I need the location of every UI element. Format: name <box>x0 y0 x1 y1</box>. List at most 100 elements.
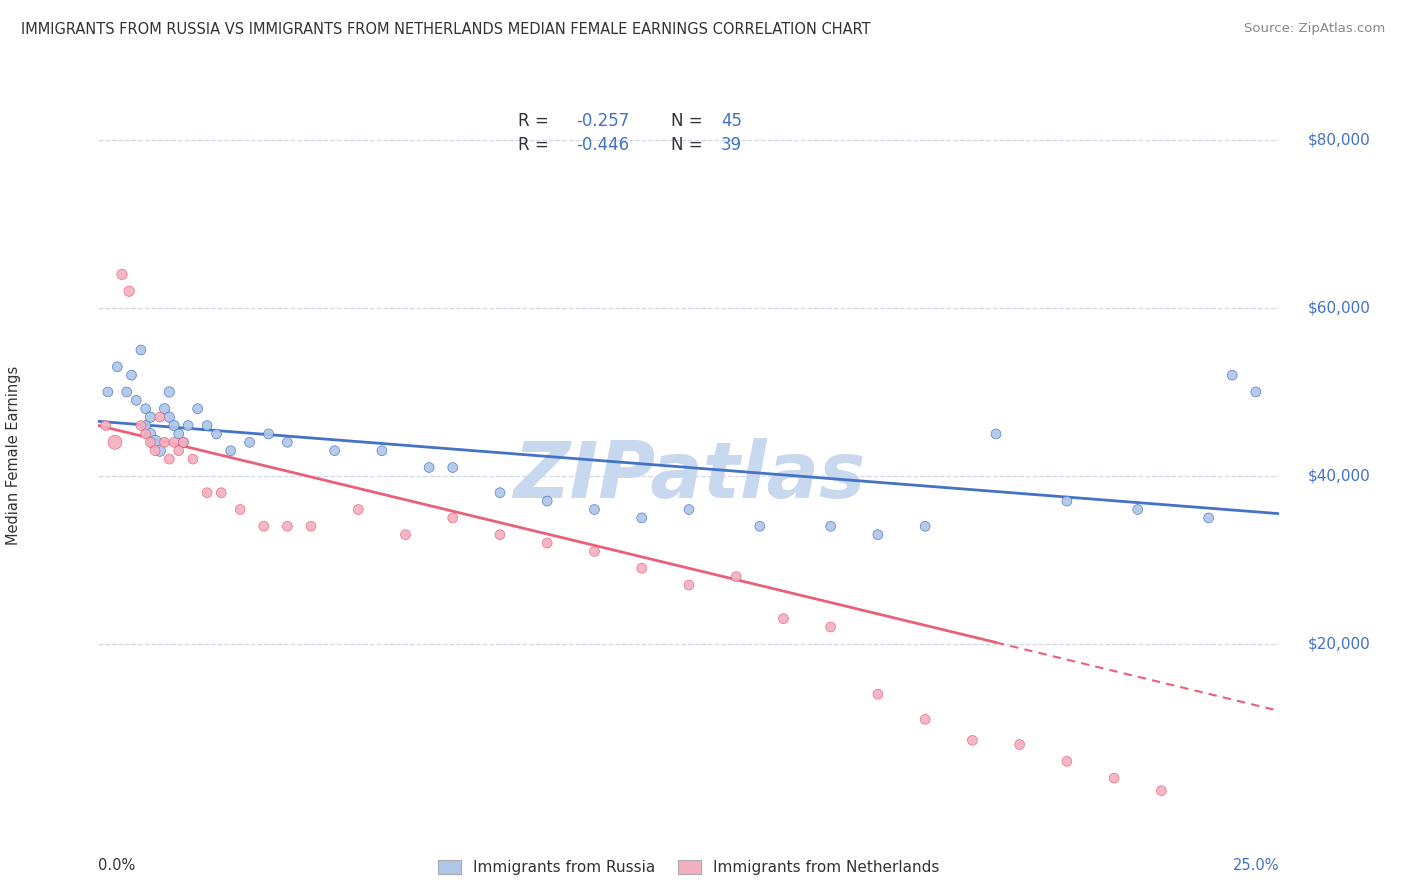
Point <box>276 519 298 533</box>
Point <box>276 435 298 450</box>
Text: IMMIGRANTS FROM RUSSIA VS IMMIGRANTS FROM NETHERLANDS MEDIAN FEMALE EARNINGS COR: IMMIGRANTS FROM RUSSIA VS IMMIGRANTS FRO… <box>21 22 870 37</box>
Text: ZIPatlas: ZIPatlas <box>513 438 865 514</box>
Point <box>1126 502 1149 516</box>
Point <box>163 435 186 450</box>
Point <box>139 426 162 441</box>
Text: 39: 39 <box>721 136 742 153</box>
Point <box>489 527 512 541</box>
Point <box>914 712 936 726</box>
Point <box>121 368 143 383</box>
Point <box>167 426 190 441</box>
Text: R =: R = <box>517 136 554 153</box>
Point <box>172 435 194 450</box>
Text: $20,000: $20,000 <box>1308 636 1371 651</box>
Point <box>394 527 416 541</box>
Point <box>149 443 172 458</box>
Point <box>125 393 148 408</box>
Point <box>536 536 558 550</box>
Point <box>583 544 606 558</box>
Point <box>630 511 652 525</box>
Point <box>1056 755 1078 769</box>
Text: $40,000: $40,000 <box>1308 468 1371 483</box>
Point <box>772 612 794 626</box>
Point <box>219 443 242 458</box>
Point <box>129 343 152 357</box>
Point <box>229 502 252 516</box>
Point <box>678 502 700 516</box>
Point <box>195 418 218 433</box>
Point <box>583 502 606 516</box>
Point <box>984 426 1007 441</box>
Point <box>135 401 157 416</box>
Point <box>441 460 464 475</box>
Point <box>157 384 180 399</box>
Point <box>139 410 162 425</box>
Point <box>536 494 558 508</box>
Point <box>143 435 166 450</box>
Point <box>1244 384 1267 399</box>
Point <box>115 384 138 399</box>
Point <box>725 569 748 583</box>
Point <box>153 401 176 416</box>
Point <box>1056 494 1078 508</box>
Text: Source: ZipAtlas.com: Source: ZipAtlas.com <box>1244 22 1385 36</box>
Point <box>1198 511 1220 525</box>
Point <box>866 527 889 541</box>
Point <box>111 268 134 282</box>
Legend: Immigrants from Russia, Immigrants from Netherlands: Immigrants from Russia, Immigrants from … <box>430 852 948 882</box>
Point <box>195 485 218 500</box>
Point <box>678 578 700 592</box>
Point <box>962 733 984 747</box>
Point <box>157 410 180 425</box>
Text: Median Female Earnings: Median Female Earnings <box>6 366 21 544</box>
Text: N =: N = <box>671 136 709 153</box>
Point <box>97 384 120 399</box>
Point <box>489 485 512 500</box>
Point <box>167 443 190 458</box>
Point <box>153 435 176 450</box>
Point <box>129 418 152 433</box>
Point <box>323 443 346 458</box>
Point <box>630 561 652 575</box>
Point <box>172 435 194 450</box>
Point <box>139 435 162 450</box>
Point <box>371 443 394 458</box>
Point <box>820 519 842 533</box>
Point <box>135 426 157 441</box>
Text: 0.0%: 0.0% <box>98 858 135 873</box>
Text: N =: N = <box>671 112 709 130</box>
Point <box>157 452 180 467</box>
Point <box>181 452 204 467</box>
Point <box>866 687 889 701</box>
Point <box>163 418 186 433</box>
Point <box>253 519 276 533</box>
Point <box>1150 783 1173 797</box>
Point <box>118 284 141 298</box>
Point <box>441 511 464 525</box>
Point <box>205 426 228 441</box>
Point <box>1220 368 1243 383</box>
Point <box>347 502 370 516</box>
Point <box>299 519 322 533</box>
Point <box>177 418 200 433</box>
Text: -0.446: -0.446 <box>576 136 630 153</box>
Point <box>1008 738 1031 752</box>
Point <box>105 359 128 374</box>
Text: $80,000: $80,000 <box>1308 133 1371 147</box>
Point <box>209 485 232 500</box>
Point <box>143 443 166 458</box>
Text: R =: R = <box>517 112 554 130</box>
Text: 45: 45 <box>721 112 742 130</box>
Point <box>187 401 209 416</box>
Point <box>239 435 262 450</box>
Point <box>149 410 172 425</box>
Point <box>104 435 127 450</box>
Point <box>418 460 440 475</box>
Point <box>914 519 936 533</box>
Text: -0.257: -0.257 <box>576 112 630 130</box>
Point <box>820 620 842 634</box>
Point <box>94 418 117 433</box>
Point <box>135 418 157 433</box>
Point <box>748 519 770 533</box>
Point <box>1102 771 1125 785</box>
